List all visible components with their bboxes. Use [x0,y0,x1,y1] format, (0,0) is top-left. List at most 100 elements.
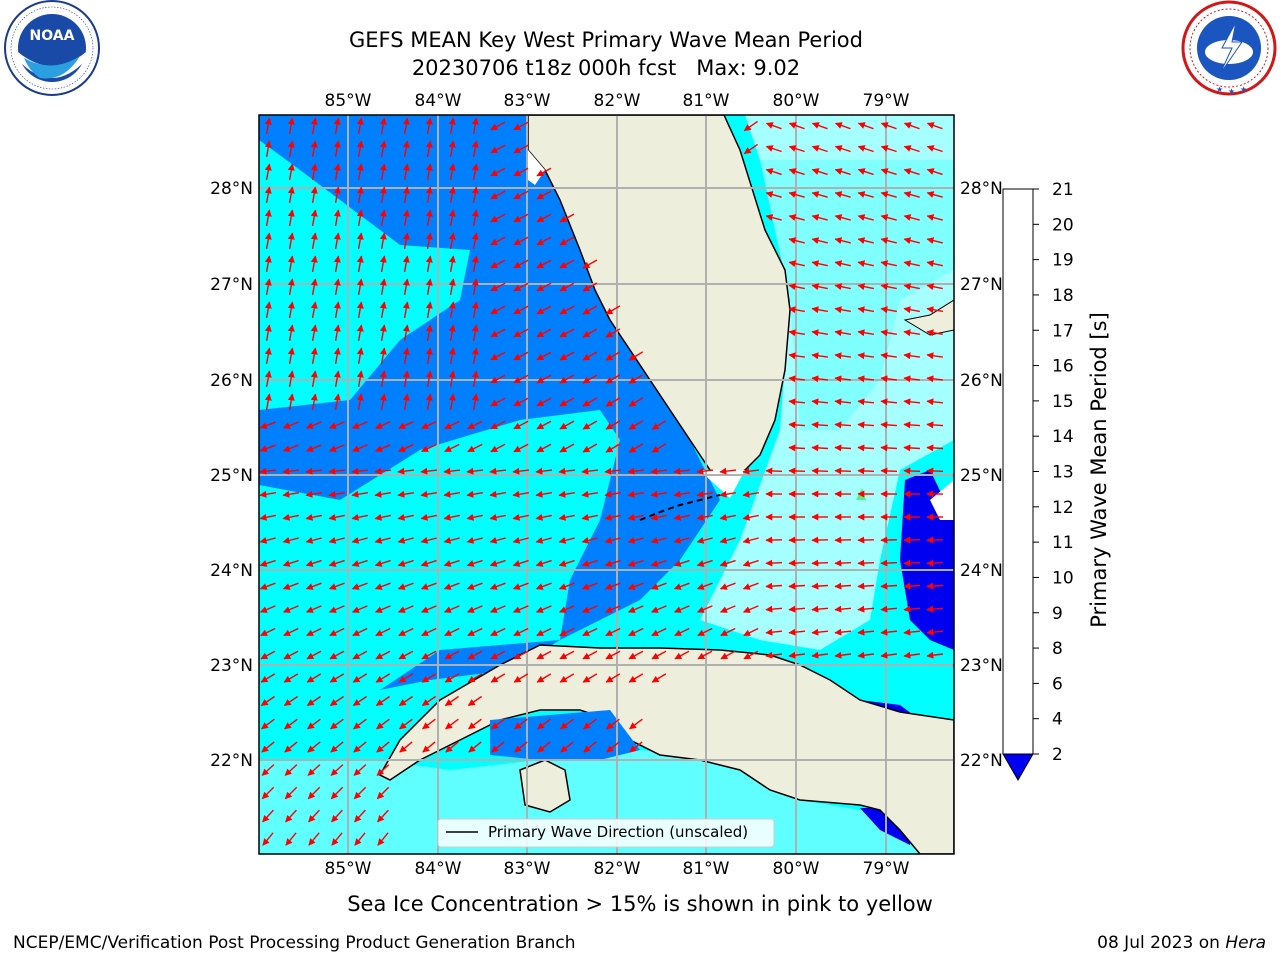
wave-arrow [425,347,433,365]
wave-arrow [333,163,341,181]
wave-arrow [513,328,529,338]
wave-arrow [903,260,920,268]
lat-label-left: 25°N [210,466,253,486]
wave-arrow [420,467,438,475]
wave-arrow [536,673,552,683]
wave-arrow [811,605,829,613]
wave-arrow [282,467,300,475]
wave-arrow [559,443,575,453]
wave-arrow [259,444,276,452]
wave-arrow [282,582,299,590]
wave-arrow [420,559,437,567]
wave-arrow [628,397,644,407]
wave-arrow [582,374,598,384]
wave-arrow [536,328,552,338]
wave-arrow [788,467,806,475]
wave-arrow [559,650,575,660]
wave-arrow [512,537,529,544]
wave-arrow [260,673,276,683]
wave-arrow [375,627,391,637]
wave-arrow [559,328,575,338]
wave-arrow [605,627,621,637]
wave-arrow [650,559,667,567]
credit-text: NCEP/EMC/Verification Post Processing Pr… [13,933,576,953]
wave-arrow [788,605,806,613]
wave-arrow [490,144,506,154]
wave-arrow [376,786,390,800]
wave-arrow [880,421,898,429]
wave-arrow [466,513,483,521]
wave-arrow [834,651,851,659]
wave-arrow [811,237,828,244]
wave-arrow [811,122,828,130]
wave-arrow [287,301,295,319]
wave-arrow [559,236,575,246]
wave-arrow [310,186,318,204]
wave-arrow [811,191,828,198]
wave-arrow [536,351,552,361]
wave-arrow [880,237,897,244]
wave-arrow [376,718,390,730]
wave-arrow [605,420,621,430]
wave-arrow [558,490,576,498]
wave-arrow [558,513,575,521]
wave-arrow [425,278,433,296]
lon-label-bottom: 80°W [773,859,820,879]
wave-arrow [398,444,414,452]
wave-arrow [628,351,644,361]
wave-arrow [328,490,346,498]
wave-arrow [328,605,345,613]
ocean-south-zone [259,750,954,854]
wave-arrow [513,351,529,361]
wave-arrow [379,186,387,204]
wave-arrow [310,163,318,181]
wave-arrow [512,605,529,613]
wave-arrow [811,168,828,176]
wave-arrow [377,832,389,846]
wave-arrow [471,324,479,342]
wave-arrow [605,443,621,453]
wave-arrow [466,467,484,475]
wave-arrow [448,301,456,319]
wave-arrow [420,537,437,544]
wave-arrow [425,255,433,273]
wave-arrow [264,232,272,250]
wave-arrow [259,559,276,567]
wave-arrow [264,278,272,296]
wave-arrow [356,117,364,135]
lon-label-bottom: 84°W [415,859,462,879]
wave-arrow [582,397,598,407]
wave-arrow [282,513,299,521]
wave-arrow [581,582,598,590]
wave-arrow [328,537,345,544]
wave-arrow [558,605,575,613]
wave-arrow [397,605,414,613]
wave-arrow [651,443,667,453]
wave-arrow [333,347,341,365]
wave-arrow [448,370,456,388]
wave-arrow [536,627,552,637]
wave-arrow [628,627,644,637]
wave-arrow [443,582,460,590]
wave-arrow [287,163,295,181]
wave-arrow [448,278,456,296]
wave-arrow [788,421,806,429]
wave-arrow [558,537,575,544]
wave-arrow [305,490,323,498]
wave-arrow [628,673,644,683]
wave-arrow [259,421,276,429]
wave-arrow [512,582,529,590]
wave-arrow [581,605,598,613]
wave-arrow [834,398,852,406]
wave-arrow [471,140,479,158]
wave-arrow [811,329,829,337]
wave-arrow [308,832,320,846]
wave-arrow [490,397,506,407]
wave-arrow [264,163,272,181]
wave-arrow [536,213,552,223]
colorbar-tick-label: 19 [1052,251,1074,271]
wave-arrow [536,374,552,384]
sea-ice-note: Sea Ice Concentration > 15% is shown in … [347,892,933,916]
wave-arrow [788,398,806,406]
wave-arrow [650,537,667,544]
